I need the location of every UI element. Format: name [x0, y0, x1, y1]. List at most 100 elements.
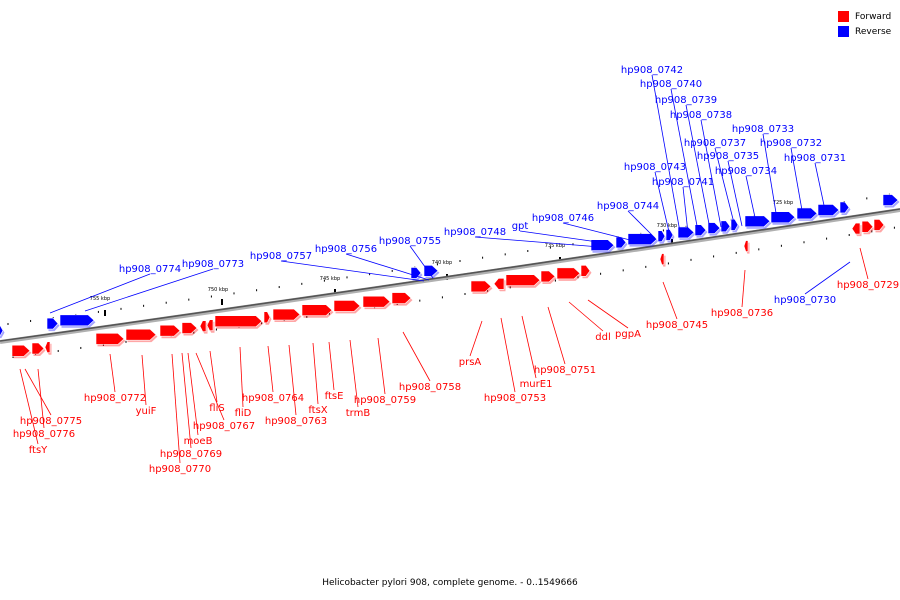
leader-line [670, 88, 699, 232]
gene-arrow [31, 342, 45, 355]
gene-arrow [214, 315, 263, 328]
gene-label: ftsY [29, 445, 48, 456]
gene-arrow [493, 277, 505, 290]
gene-label: hp908_0767 [193, 421, 255, 432]
leader-line [239, 346, 244, 408]
gene-label: hp908_0764 [242, 393, 304, 404]
forward-swatch [838, 11, 849, 22]
gene-arrow [0, 324, 4, 337]
scale-label: 725 kbp [773, 200, 793, 206]
gene-label: hp908_0776 [13, 429, 75, 440]
genome-backbone [0, 208, 900, 342]
scale-label: 745 kbp [320, 276, 340, 282]
leader-line [469, 320, 483, 357]
leader-line [727, 160, 743, 227]
gene-label: hp908_0734 [715, 166, 777, 177]
gene-label: hp908_0735 [697, 151, 759, 162]
genome-backbone-shadow [0, 208, 900, 344]
gene-arrow [873, 219, 885, 231]
gene-label: hp908_0748 [444, 227, 506, 238]
leader-line [267, 345, 274, 393]
gene-arrow [861, 220, 874, 233]
gene-arrow [707, 222, 721, 234]
gene-label: hp908_0745 [646, 320, 708, 331]
leader-line [741, 269, 746, 308]
gene-label: ftsX [308, 405, 327, 416]
gene-label: ftsE [325, 391, 344, 402]
gene-arrow [627, 233, 658, 245]
leader-line [349, 339, 359, 408]
leader-line [859, 247, 869, 280]
gene-label: hp908_0751 [534, 365, 596, 376]
labels-layer: hp908_0775 hp908_0776 ftsY hp908_0772 yuiF hp… [13, 65, 899, 475]
gene-label: hp908_0773 [182, 259, 244, 270]
gene-arrow [744, 215, 771, 228]
legend: Forward Reverse [838, 9, 891, 39]
gene-label: pgpA [615, 329, 641, 340]
leader-line [519, 230, 613, 245]
gene-arrow [851, 222, 861, 235]
leader-line [651, 74, 681, 233]
scale-label: 735 kbp [545, 243, 565, 249]
legend-label: Reverse [855, 26, 892, 37]
gene-arrow [694, 224, 707, 236]
leader-line [49, 273, 151, 314]
gene-arrow [125, 328, 157, 341]
gene-arrow [882, 194, 899, 206]
gene-arrow [46, 317, 59, 330]
legend-label: Forward [855, 11, 892, 22]
gene-label: hp908_0741 [652, 177, 714, 188]
gene-arrow [44, 341, 51, 354]
gene-arrow [540, 270, 556, 283]
leader-line [37, 368, 45, 429]
gene-label: hp908_0755 [379, 236, 441, 247]
gene-label: hp908_0775 [20, 416, 82, 427]
leader-line [171, 353, 181, 464]
leader-line [19, 368, 39, 445]
leader-line [627, 210, 656, 239]
gene-arrow [263, 311, 271, 324]
leader-line [790, 147, 804, 217]
scale-label: 750 kbp [208, 287, 228, 293]
gene-label: hp908_0756 [315, 244, 377, 255]
gene-label: hp908_0729 [837, 280, 899, 291]
leader-line [288, 344, 297, 416]
gene-arrow [657, 230, 666, 243]
gene-arrow [181, 322, 198, 334]
gene-arrow [362, 295, 391, 308]
leader-line [181, 352, 192, 449]
gene-label: hp908_0732 [760, 138, 822, 149]
gene-label: hp908_0746 [532, 213, 594, 224]
gene-arrow [59, 314, 95, 327]
leader-line [377, 337, 386, 395]
gene-label: hp908_0733 [732, 124, 794, 135]
gene-label: fliS [209, 403, 224, 414]
leader-line [345, 253, 430, 281]
leader-line [804, 261, 851, 295]
leader-line [762, 133, 778, 220]
gene-label: hp908_0757 [250, 251, 312, 262]
leader-line [654, 171, 671, 237]
gene-arrow [199, 320, 207, 332]
gene-arrow [743, 240, 749, 252]
gene-label: hp908_0772 [84, 393, 146, 404]
leader-line [195, 352, 225, 421]
gene-label: moeB [184, 436, 213, 447]
gene-label: hp908_0730 [774, 295, 836, 306]
genes-layer [0, 194, 900, 359]
gene-label: fliD [235, 408, 252, 419]
gene-label: hp908_0736 [711, 308, 773, 319]
leader-line [745, 175, 757, 223]
gene-arrow [11, 344, 31, 357]
leader-line [409, 245, 434, 279]
leader-line [562, 222, 631, 241]
leader-line [209, 350, 218, 403]
leader-line [685, 104, 711, 230]
gene-label: hp908_0769 [160, 449, 222, 460]
gene-label: hp908_0744 [597, 201, 659, 212]
gene-label: hp908_0753 [484, 393, 546, 404]
leader-line [521, 315, 537, 379]
leader-line [700, 119, 722, 228]
gene-label: hp908_0738 [670, 110, 732, 121]
